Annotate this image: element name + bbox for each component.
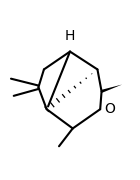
Text: H: H: [65, 30, 75, 44]
Text: O: O: [104, 102, 115, 116]
Polygon shape: [101, 85, 122, 93]
